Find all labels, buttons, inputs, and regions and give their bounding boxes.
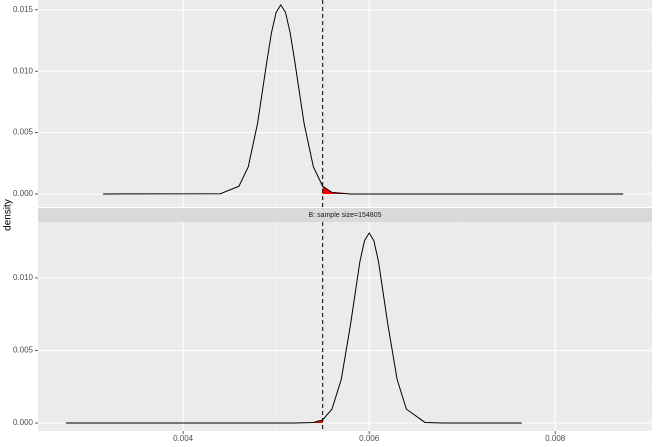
y-axis-label: density [3,199,14,231]
y-tick-label: 0.015 [13,5,34,14]
density-line [103,3,624,195]
x-tick-label: 0.008 [545,434,566,443]
y-tick-label: 0.005 [13,128,34,137]
x-tick-label: 0.004 [173,434,194,443]
x-tick-label: 0.006 [359,434,380,443]
strip-background [38,208,652,222]
y-tick-label: 0.000 [13,418,34,427]
y-tick-label: 0.010 [13,66,34,75]
panel-background [38,222,652,431]
density-line [65,232,522,424]
panel-background [38,0,652,207]
y-tick-label: 0.010 [13,273,34,282]
y-tick-label: 0.005 [13,346,34,355]
y-tick-label: 0.000 [13,189,34,198]
strip-label: B: sample size=154805 [309,212,382,219]
